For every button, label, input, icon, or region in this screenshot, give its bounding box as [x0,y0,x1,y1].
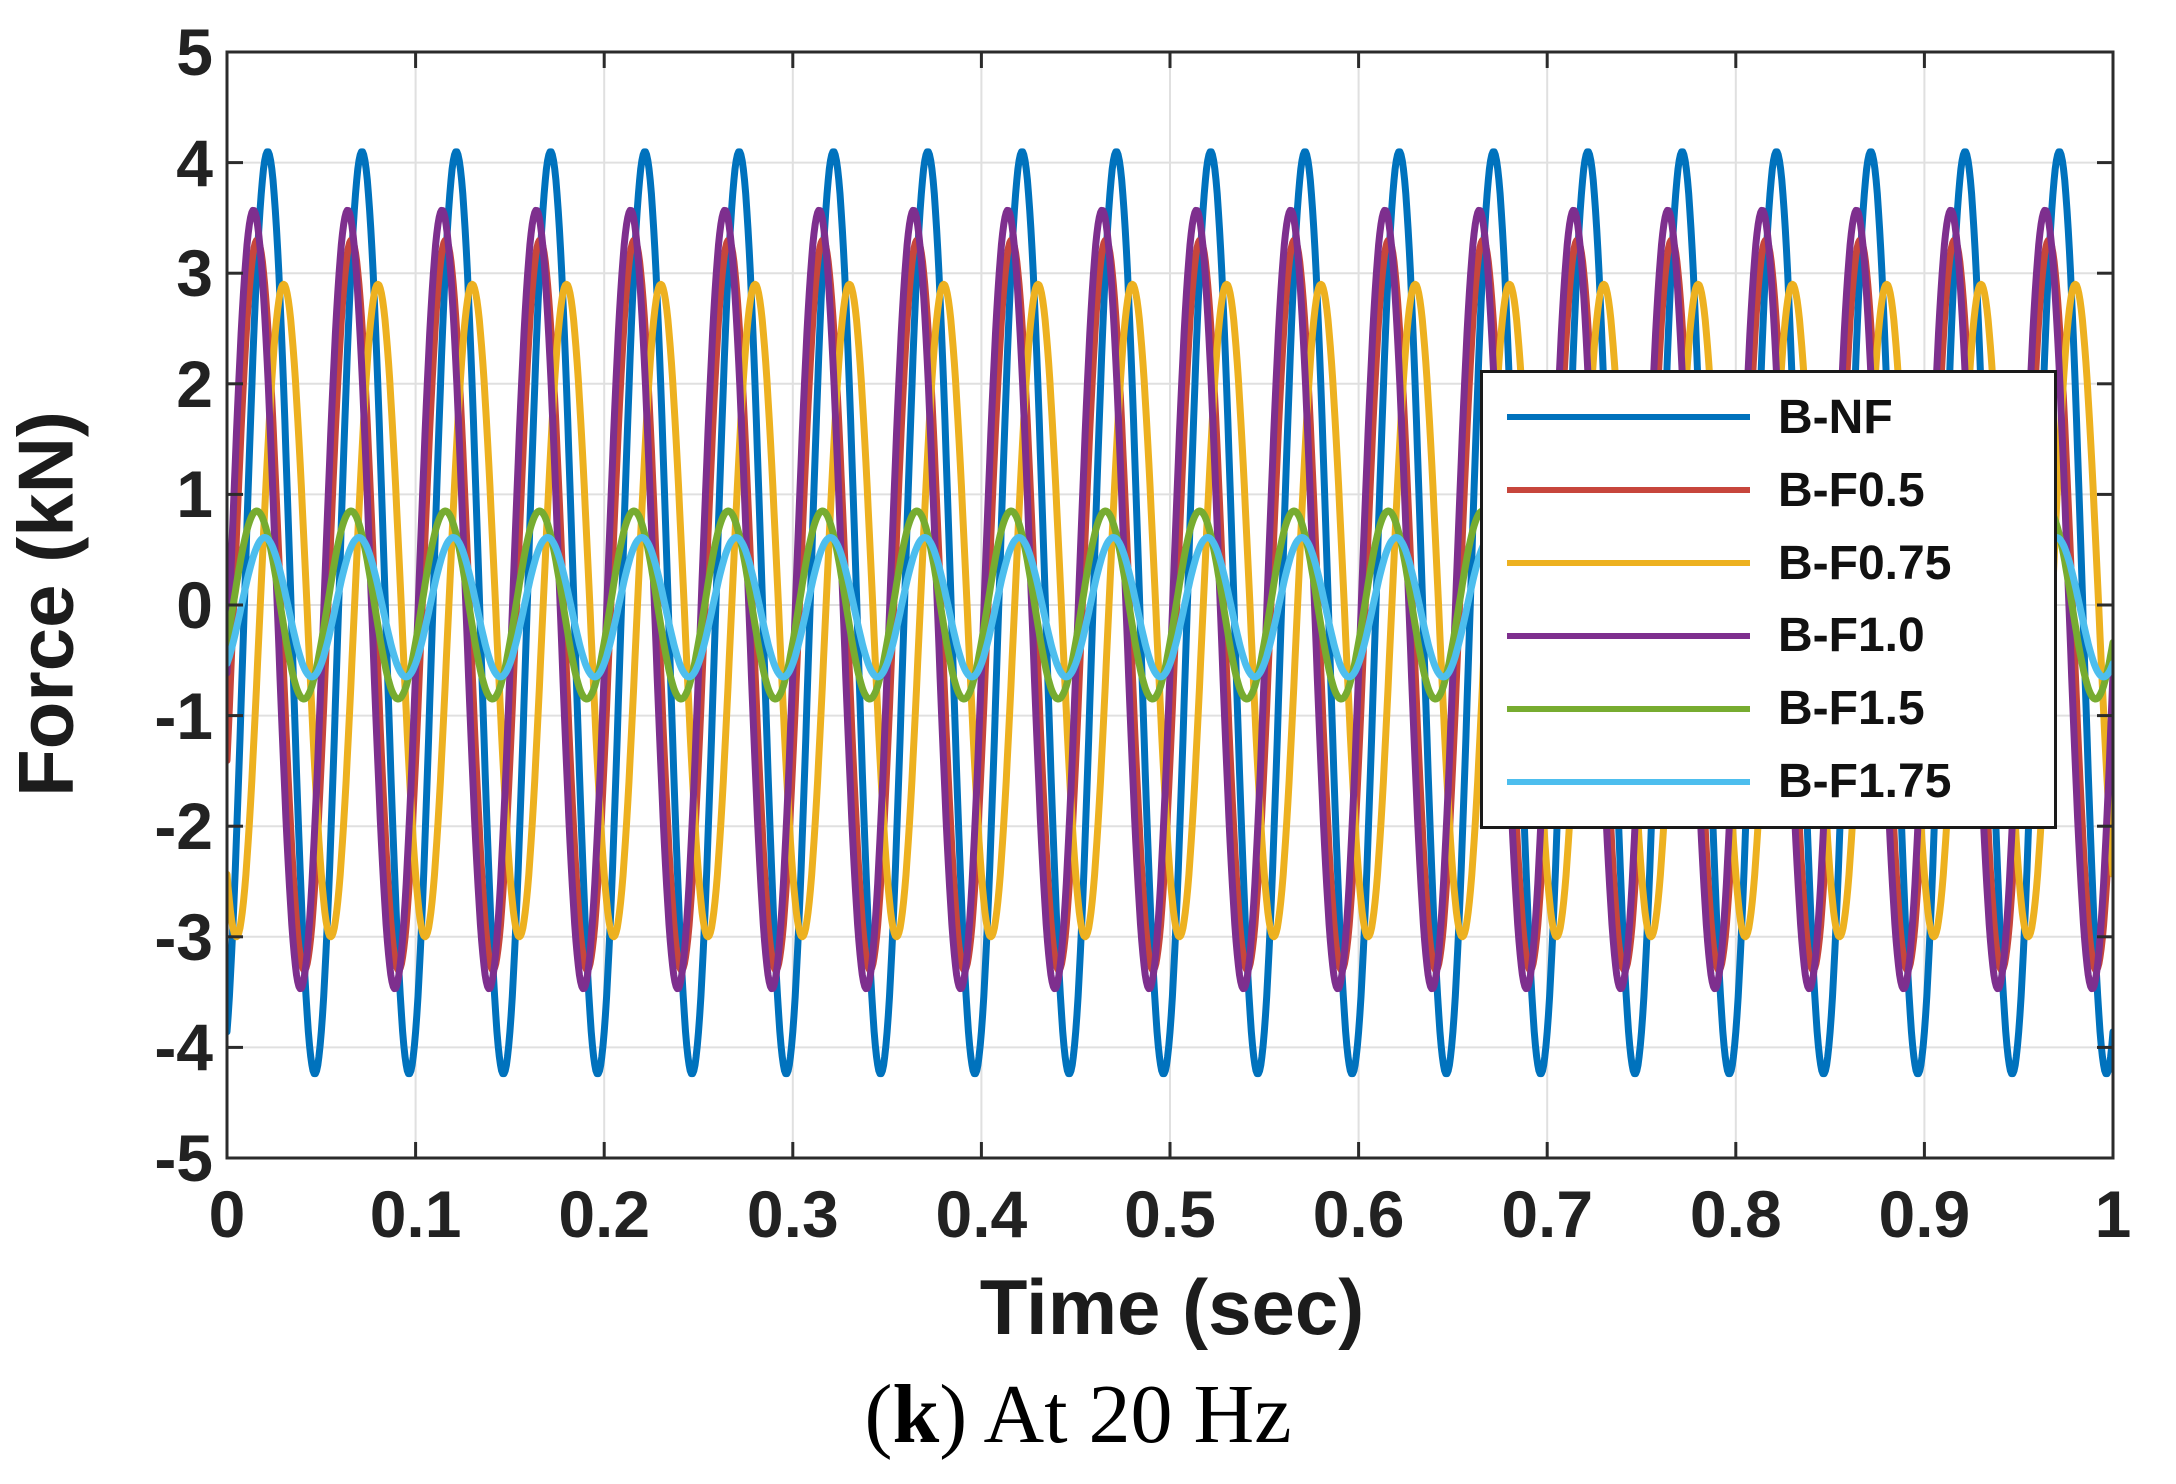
series-line-B-F0.75 [227,280,2113,941]
x-tick-label: 0.3 [746,1177,839,1251]
y-tick-label: 1 [176,457,213,532]
legend-item-label: B-F1.5 [1778,682,1925,736]
x-tick-label: 0.4 [935,1177,1028,1251]
legend-line-sample [1507,560,1750,567]
y-tick-label: 3 [176,236,213,311]
caption-paren-open: ( [864,1368,893,1461]
legend-item: B-F1.0 [1507,608,2046,663]
legend-line-sample [1507,632,1750,639]
legend-item: B-F1.75 [1507,754,2046,809]
caption-paren-close: ) [939,1368,968,1461]
y-tick-label: -2 [154,789,213,864]
legend-item-label: B-NF [1778,390,1893,444]
caption-panel-letter: k [892,1368,940,1461]
figure-caption: (k) At 20 Hz [865,1366,1292,1463]
x-axis-title: Time (sec) [979,1263,1365,1351]
caption-text: At 20 Hz [967,1368,1292,1461]
y-tick-label: -3 [154,899,213,974]
x-tick-label: 0.1 [369,1177,462,1251]
legend-item-label: B-F0.75 [1778,536,1952,590]
y-tick-label: 2 [176,346,213,421]
x-tick-label: 0.6 [1312,1177,1405,1251]
y-tick-label: -4 [154,1010,213,1085]
x-tick-label: 0.2 [558,1177,651,1251]
legend-item: B-NF [1507,390,2046,445]
legend-line-sample [1507,414,1750,421]
legend-line-sample [1507,705,1750,712]
x-tick-label: 0.7 [1501,1177,1594,1251]
series-line-B-F1.0 [227,206,2113,993]
legend-item: B-F0.75 [1507,536,2046,591]
y-tick-label: 0 [176,568,213,642]
legend-item: B-F1.5 [1507,681,2046,736]
x-tick-label: 0 [208,1177,246,1251]
legend-line-sample [1507,487,1750,494]
legend-item-label: B-F0.5 [1778,463,1925,517]
y-tick-label: -1 [154,678,213,753]
legend: B-NF B-F0.5 B-F0.75 B-F1.0 B-F1.5 B-F1.75 [1480,370,2057,829]
x-tick-label: 1 [2094,1177,2132,1251]
x-tick-label: 0.5 [1124,1177,1216,1251]
legend-item-label: B-F1.0 [1778,609,1925,663]
legend-line-sample [1507,778,1750,785]
legend-item-label: B-F1.75 [1778,755,1952,809]
x-tick-label: 0.8 [1689,1177,1782,1251]
x-tick-label: 0.9 [1878,1177,1971,1251]
legend-item: B-F0.5 [1507,463,2046,518]
y-tick-label: -5 [154,1121,213,1195]
y-tick-label: 4 [176,125,213,200]
y-tick-label: 5 [176,15,213,89]
